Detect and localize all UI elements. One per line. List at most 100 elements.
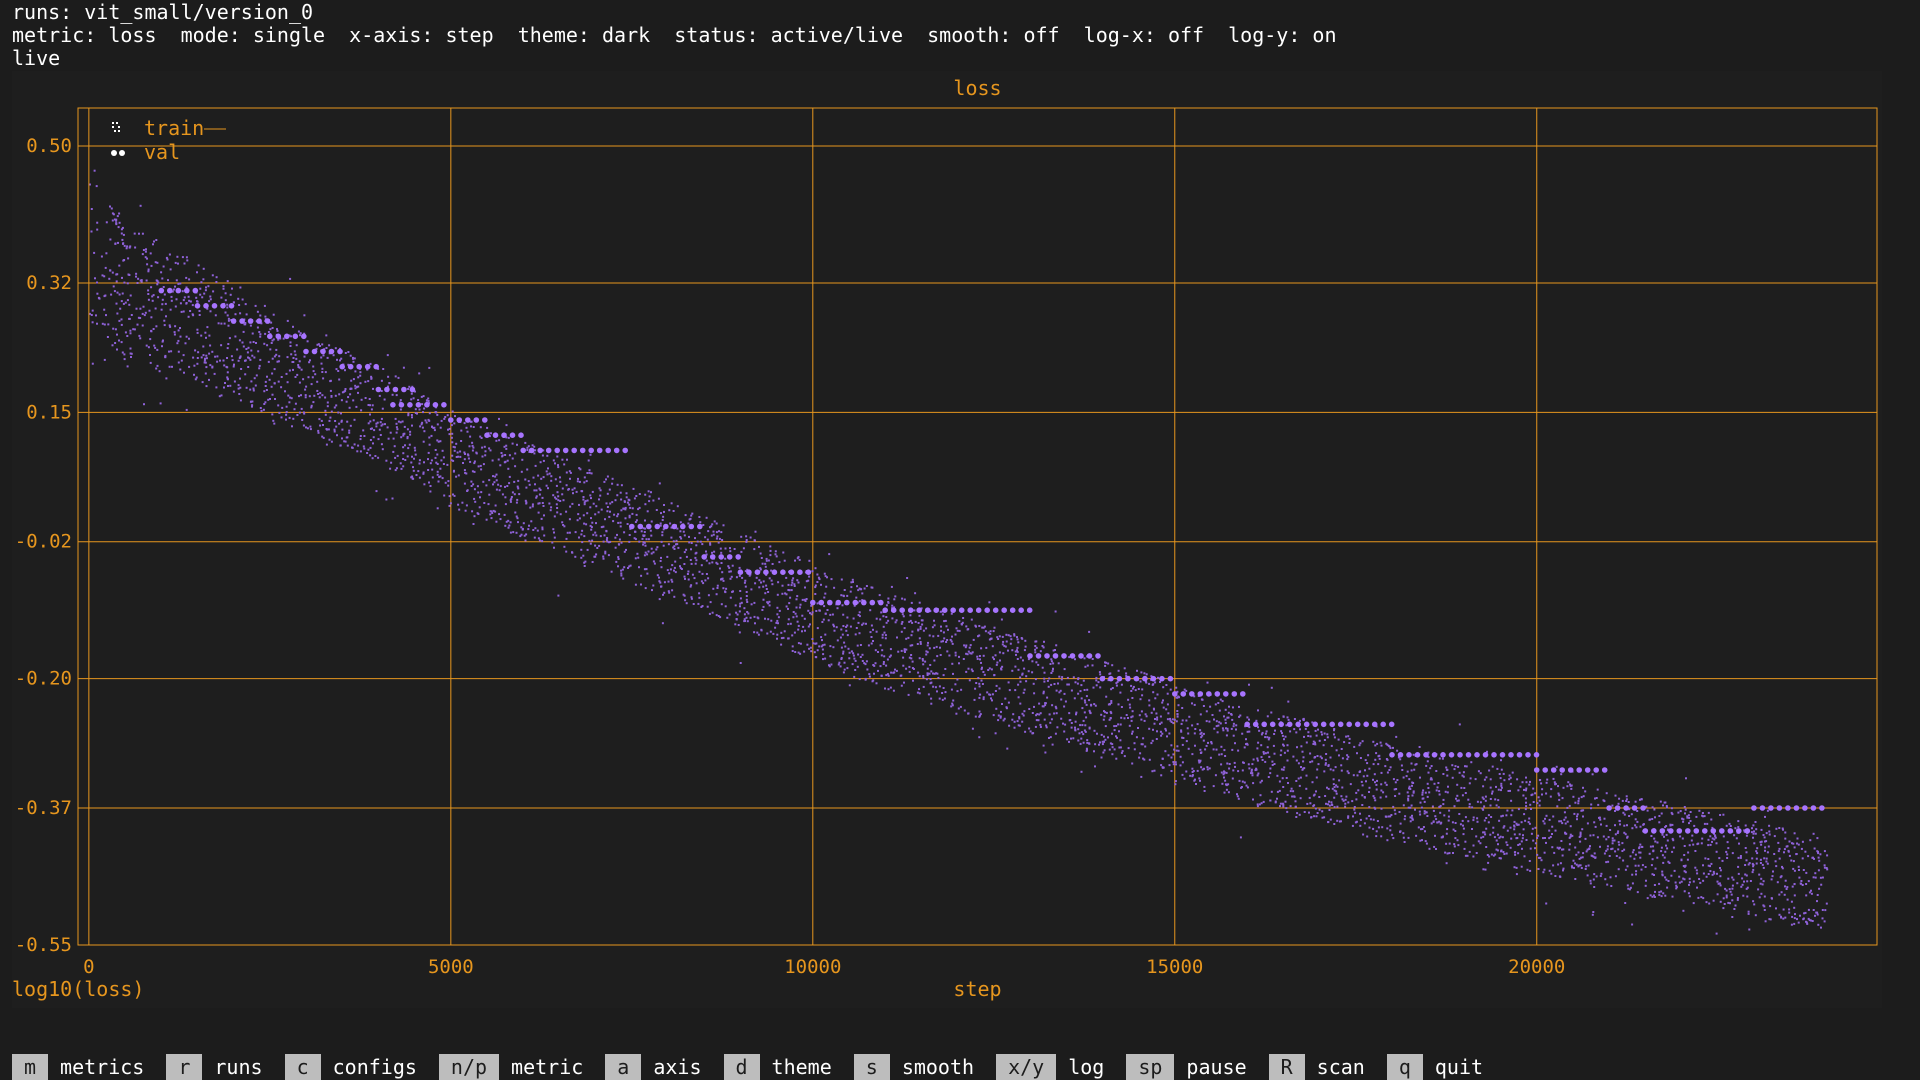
train-point bbox=[354, 384, 357, 387]
train-point bbox=[607, 554, 610, 557]
train-point bbox=[1223, 771, 1226, 773]
train-point bbox=[1464, 765, 1466, 768]
train-point bbox=[685, 548, 688, 551]
train-point bbox=[219, 359, 221, 362]
train-point bbox=[991, 699, 993, 702]
train-point bbox=[745, 535, 748, 538]
train-point bbox=[799, 642, 802, 645]
train-point bbox=[1070, 726, 1073, 729]
train-point bbox=[1688, 816, 1691, 819]
train-point bbox=[1717, 882, 1720, 885]
train-point bbox=[328, 344, 331, 347]
train-point bbox=[1709, 843, 1712, 846]
train-point bbox=[127, 273, 130, 276]
train-point bbox=[980, 679, 983, 682]
train-point bbox=[873, 672, 875, 675]
train-point bbox=[1430, 777, 1433, 780]
train-point bbox=[1780, 916, 1783, 919]
train-point bbox=[1224, 755, 1227, 757]
train-point bbox=[1187, 732, 1190, 735]
train-point bbox=[1333, 823, 1336, 825]
train-point bbox=[816, 627, 819, 630]
train-point bbox=[1011, 669, 1014, 672]
train-point bbox=[277, 360, 280, 363]
train-point bbox=[1580, 856, 1583, 859]
train-point bbox=[326, 401, 329, 404]
train-point bbox=[1233, 761, 1236, 764]
train-point bbox=[1256, 805, 1259, 808]
train-point bbox=[764, 592, 767, 595]
train-point bbox=[442, 463, 445, 465]
train-point bbox=[628, 514, 631, 517]
train-point bbox=[893, 606, 896, 609]
train-point bbox=[547, 487, 549, 490]
train-point bbox=[1238, 715, 1241, 718]
train-point bbox=[1454, 830, 1457, 832]
train-point bbox=[1653, 808, 1656, 811]
train-point bbox=[195, 296, 198, 299]
train-point bbox=[346, 444, 349, 447]
val-point bbox=[1406, 752, 1412, 758]
train-point bbox=[857, 614, 860, 616]
train-point bbox=[582, 554, 585, 557]
train-point bbox=[1702, 864, 1704, 867]
train-point bbox=[1080, 731, 1083, 734]
train-point bbox=[1171, 718, 1174, 721]
train-point bbox=[988, 693, 991, 696]
val-point bbox=[1223, 691, 1229, 697]
train-point bbox=[199, 287, 202, 290]
train-point bbox=[448, 427, 451, 430]
train-point bbox=[269, 348, 272, 351]
train-point bbox=[1785, 845, 1788, 848]
train-point bbox=[249, 358, 252, 361]
train-point bbox=[844, 645, 847, 648]
train-point bbox=[1011, 718, 1014, 721]
train-point bbox=[317, 429, 320, 432]
train-point bbox=[294, 402, 297, 405]
train-point bbox=[234, 313, 237, 316]
train-point bbox=[1607, 836, 1610, 839]
train-point bbox=[710, 534, 713, 537]
train-point bbox=[976, 658, 979, 660]
train-point bbox=[1297, 777, 1300, 780]
train-point bbox=[239, 377, 241, 380]
train-point bbox=[123, 281, 126, 284]
train-point bbox=[1489, 804, 1492, 807]
train-point bbox=[698, 596, 701, 599]
train-point bbox=[1666, 847, 1669, 850]
train-point bbox=[797, 556, 800, 559]
train-point bbox=[590, 517, 592, 520]
train-point bbox=[1805, 871, 1808, 874]
val-point bbox=[194, 303, 201, 309]
train-point bbox=[142, 305, 145, 308]
train-point bbox=[346, 420, 349, 423]
train-point bbox=[518, 493, 521, 496]
train-point bbox=[149, 354, 151, 356]
train-point bbox=[1440, 836, 1443, 839]
train-point bbox=[865, 585, 868, 587]
train-point bbox=[833, 629, 836, 632]
train-point bbox=[643, 541, 646, 544]
train-point bbox=[126, 299, 129, 302]
train-point bbox=[1505, 814, 1508, 817]
train-point bbox=[1617, 830, 1620, 833]
train-point bbox=[1782, 917, 1785, 920]
train-point bbox=[1167, 754, 1170, 757]
train-point bbox=[139, 279, 142, 282]
train-point bbox=[886, 673, 889, 676]
train-point bbox=[656, 574, 659, 577]
train-point bbox=[1123, 667, 1126, 670]
train-point bbox=[406, 437, 409, 440]
train-point bbox=[829, 645, 832, 648]
train-point bbox=[720, 551, 723, 554]
train-point bbox=[354, 370, 357, 373]
train-point bbox=[1749, 880, 1752, 882]
train-point bbox=[1823, 866, 1826, 869]
train-point bbox=[1315, 790, 1317, 793]
train-point bbox=[325, 347, 328, 349]
train-point bbox=[285, 418, 287, 421]
train-point bbox=[306, 340, 309, 343]
train-point bbox=[852, 652, 855, 655]
train-point bbox=[161, 277, 164, 280]
train-point bbox=[1453, 845, 1456, 848]
